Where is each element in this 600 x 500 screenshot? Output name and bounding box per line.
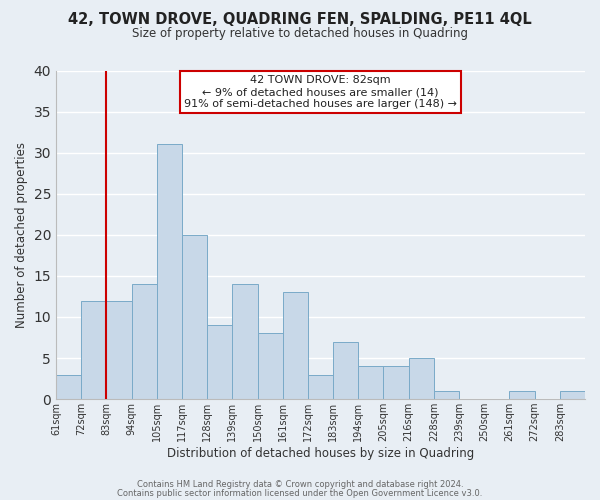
Text: Contains public sector information licensed under the Open Government Licence v3: Contains public sector information licen… — [118, 488, 482, 498]
Text: 42, TOWN DROVE, QUADRING FEN, SPALDING, PE11 4QL: 42, TOWN DROVE, QUADRING FEN, SPALDING, … — [68, 12, 532, 28]
X-axis label: Distribution of detached houses by size in Quadring: Distribution of detached houses by size … — [167, 447, 474, 460]
Bar — [333, 342, 358, 399]
Bar — [207, 325, 232, 399]
Bar — [131, 284, 157, 399]
Bar — [106, 300, 131, 399]
Bar — [308, 374, 333, 399]
Y-axis label: Number of detached properties: Number of detached properties — [15, 142, 28, 328]
Bar — [383, 366, 409, 399]
Bar — [257, 334, 283, 399]
Bar — [232, 284, 257, 399]
Text: 42 TOWN DROVE: 82sqm
← 9% of detached houses are smaller (14)
91% of semi-detach: 42 TOWN DROVE: 82sqm ← 9% of detached ho… — [184, 76, 457, 108]
Text: Size of property relative to detached houses in Quadring: Size of property relative to detached ho… — [132, 28, 468, 40]
Text: Contains HM Land Registry data © Crown copyright and database right 2024.: Contains HM Land Registry data © Crown c… — [137, 480, 463, 489]
Bar — [157, 144, 182, 399]
Bar — [283, 292, 308, 399]
Bar — [182, 235, 207, 399]
Bar — [358, 366, 383, 399]
Bar — [434, 391, 459, 399]
Bar — [509, 391, 535, 399]
Bar — [81, 300, 106, 399]
Bar — [56, 374, 81, 399]
Bar — [560, 391, 585, 399]
Bar — [409, 358, 434, 399]
